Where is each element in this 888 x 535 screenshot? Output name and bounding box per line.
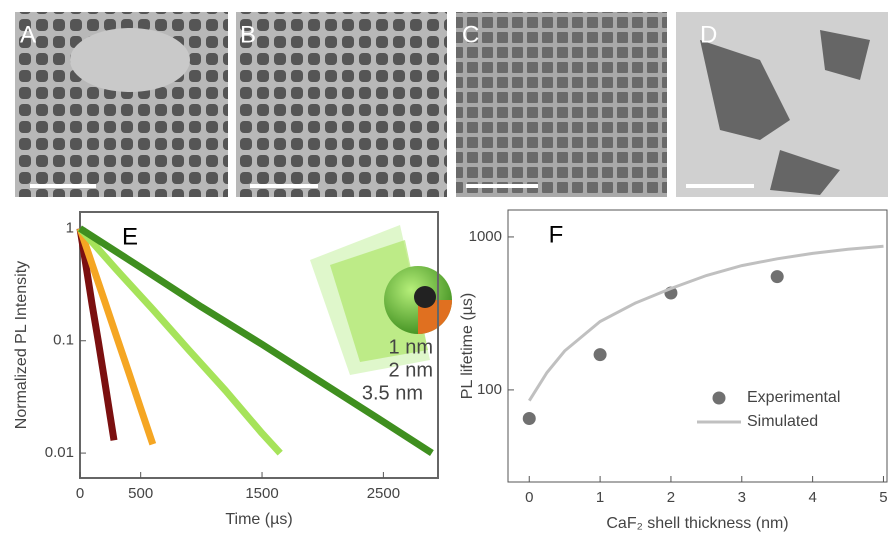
data-point [522,412,536,426]
x-tick-label: 0 [525,489,533,506]
x-tick-label: 1500 [245,485,278,502]
y-tick-label: 1000 [469,228,502,245]
decay-curve [78,225,434,457]
y-tick-label: 0.1 [53,332,74,349]
decay-curve [76,227,118,441]
x-tick-label: 3 [738,489,746,506]
tem-image [456,12,667,197]
decay-curve [77,226,283,456]
tem-image [700,30,870,195]
tem-image [70,28,190,92]
panel-label: D [700,21,717,48]
y-tick-label: 1 [66,219,74,236]
data-point [770,270,784,284]
x-tick-label: 2500 [367,485,400,502]
y-tick-label: 100 [477,381,502,398]
tem-image [236,12,447,197]
x-tick-label: 4 [808,489,816,506]
annotation: 1 nm [389,336,433,358]
x-tick-label: 500 [128,485,153,502]
plot-frame [79,211,439,479]
chart-title: F [549,221,564,248]
annotation: 2 nm [389,359,433,381]
legend-label: Experimental [747,389,840,406]
y-tick-label: 0.01 [45,444,74,461]
x-tick-label: 2 [667,489,675,506]
plot-frame [507,209,888,483]
x-tick-label: 1 [596,489,604,506]
tem-panels: A B C D [15,12,888,197]
x-axis-label: Time (µs) [225,511,292,528]
decay-curve [76,227,157,446]
data-point [593,348,607,362]
y-axis-label: Normalized PL Intensity [13,261,30,429]
x-tick-label: 0 [76,485,84,502]
legend-label: Simulated [747,413,818,430]
panel-label: A [20,21,36,48]
y-axis-label: PL lifetime (µs) [459,293,476,399]
legend-swatch [712,391,726,405]
simulated-line [528,244,884,402]
panel-label: C [462,21,479,48]
panel-label: B [240,21,256,48]
x-tick-label: 5 [879,489,887,506]
x-axis-label: CaF₂ shell thickness (nm) [606,515,788,532]
inset-graphic [310,225,452,375]
chart-title: E [122,223,138,250]
annotation: 3.5 nm [362,382,423,404]
